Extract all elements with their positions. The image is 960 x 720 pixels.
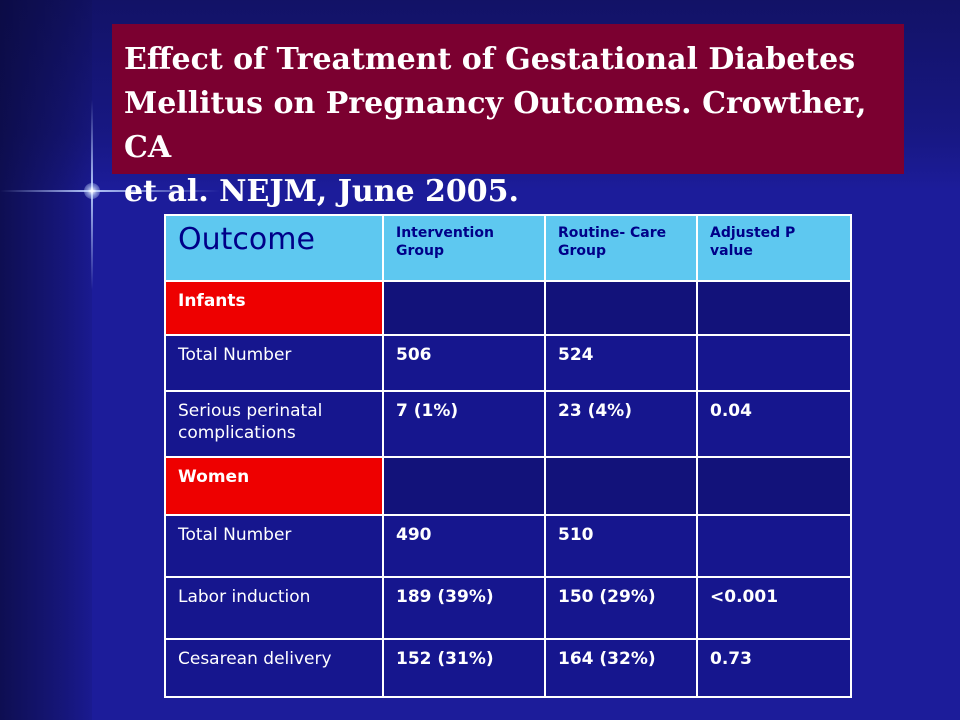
table-cell: 506 bbox=[382, 334, 546, 392]
row-label: Total Number bbox=[164, 334, 384, 392]
table-row: Labor induction 189 (39%) 150 (29%) <0.0… bbox=[164, 576, 852, 640]
table-cell bbox=[696, 514, 852, 578]
slide-title: Effect of Treatment of Gestational Diabe… bbox=[124, 38, 892, 214]
table-cell bbox=[544, 456, 698, 516]
table-row: Serious perinatal complications 7 (1%) 2… bbox=[164, 390, 852, 458]
table-cell bbox=[696, 280, 852, 336]
header-adjusted-p-value: Adjusted P value bbox=[696, 214, 852, 282]
header-outcome: Outcome bbox=[164, 214, 384, 282]
section-label-infants: Infants bbox=[164, 280, 384, 336]
table-cell: 524 bbox=[544, 334, 698, 392]
title-line-1: Effect of Treatment of Gestational Diabe… bbox=[124, 42, 856, 77]
table-cell bbox=[544, 280, 698, 336]
table-cell bbox=[696, 334, 852, 392]
table-cell: 152 (31%) bbox=[382, 638, 546, 698]
section-label-women: Women bbox=[164, 456, 384, 516]
table-cell: 23 (4%) bbox=[544, 390, 698, 458]
table-cell: 189 (39%) bbox=[382, 576, 546, 640]
table-cell bbox=[382, 456, 546, 516]
section-row-women: Women bbox=[164, 456, 852, 516]
slide-title-box: Effect of Treatment of Gestational Diabe… bbox=[112, 24, 904, 209]
table-cell bbox=[696, 456, 852, 516]
row-label: Labor induction bbox=[164, 576, 384, 640]
row-label: Cesarean delivery bbox=[164, 638, 384, 698]
table-row: Total Number 506 524 bbox=[164, 334, 852, 392]
title-line-2: Mellitus on Pregnancy Outcomes. Crowther… bbox=[124, 86, 867, 165]
table-header-row: Outcome Intervention Group Routine- Care… bbox=[164, 214, 852, 282]
table-cell: 150 (29%) bbox=[544, 576, 698, 640]
table-cell: 490 bbox=[382, 514, 546, 578]
row-label: Serious perinatal complications bbox=[164, 390, 384, 458]
table-cell: 0.73 bbox=[696, 638, 852, 698]
table-cell: 510 bbox=[544, 514, 698, 578]
table-cell: 7 (1%) bbox=[382, 390, 546, 458]
table-cell: 164 (32%) bbox=[544, 638, 698, 698]
row-label: Total Number bbox=[164, 514, 384, 578]
header-intervention-group: Intervention Group bbox=[382, 214, 546, 282]
sparkle-horizontal-ray bbox=[0, 190, 220, 192]
table-row: Total Number 490 510 bbox=[164, 514, 852, 578]
title-line-3: et al. NEJM, June 2005. bbox=[124, 174, 519, 209]
table-cell: <0.001 bbox=[696, 576, 852, 640]
table-cell: 0.04 bbox=[696, 390, 852, 458]
table-cell bbox=[382, 280, 546, 336]
outcomes-table: Outcome Intervention Group Routine- Care… bbox=[164, 214, 852, 698]
sparkle-star-icon bbox=[84, 183, 100, 199]
table-row: Cesarean delivery 152 (31%) 164 (32%) 0.… bbox=[164, 638, 852, 698]
header-routine-care-group: Routine- Care Group bbox=[544, 214, 698, 282]
section-row-infants: Infants bbox=[164, 280, 852, 336]
